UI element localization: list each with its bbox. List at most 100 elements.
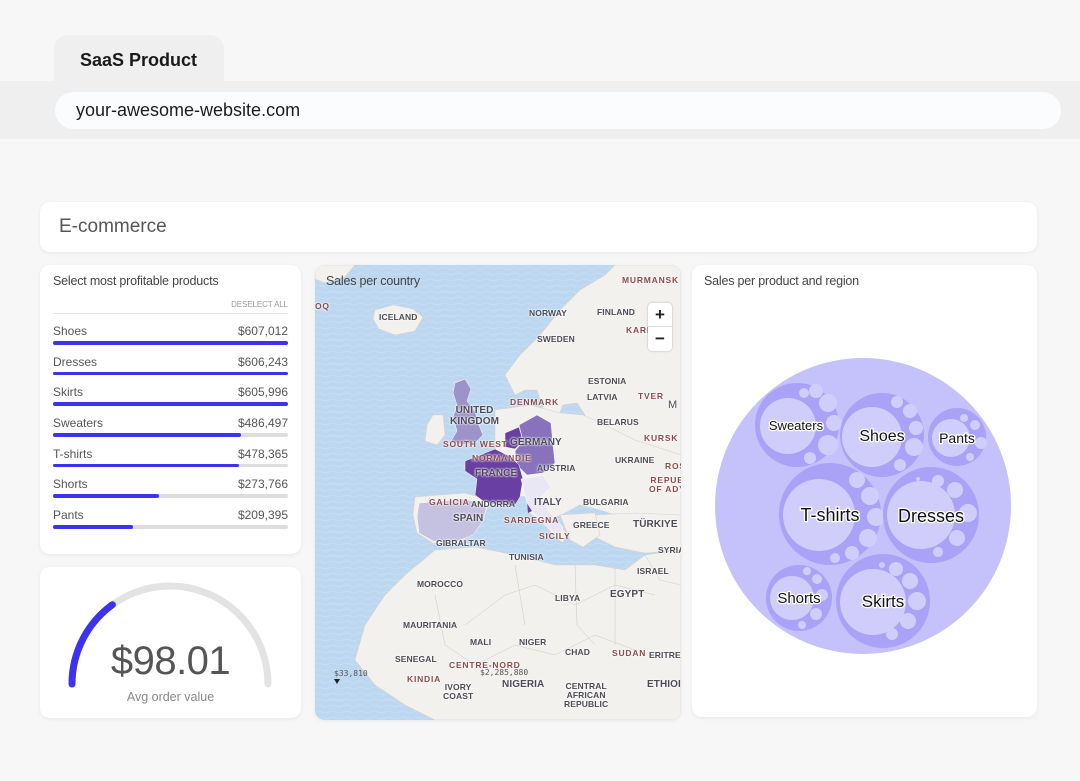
map-label: AUSTRIA — [537, 463, 576, 473]
map-label: BELARUS — [597, 417, 639, 427]
map-label: ERITREA — [649, 650, 681, 660]
bubble-chart-title: Sales per product and region — [704, 274, 859, 288]
legend-marker-icon — [334, 679, 340, 684]
map-label: SARDEGNA — [504, 515, 560, 525]
product-bar-track — [53, 371, 288, 376]
url-text: your-awesome-website.com — [76, 100, 301, 120]
bubble-label: Sweaters — [769, 418, 824, 433]
map-zoom-control: + − — [648, 303, 672, 351]
gauge-arc — [68, 582, 272, 688]
product-bar-track — [53, 341, 288, 345]
bubble-group-shorts[interactable]: Shorts — [766, 565, 832, 631]
map-label: SICILY — [539, 531, 571, 541]
product-bar-fill — [53, 525, 133, 529]
bubble-label: Dresses — [898, 506, 964, 526]
product-row-tshirts[interactable]: T-shirts $478,365 — [53, 447, 288, 478]
bubble-label: Shorts — [777, 590, 820, 607]
sales-map-panel[interactable]: Sales per country OQ ICELAND NORWAY SWED… — [315, 265, 681, 720]
product-row-skirts[interactable]: Skirts $605,996 — [53, 385, 288, 416]
map-label: SOUTH WEST — [443, 439, 508, 449]
country-italy[interactable] — [520, 474, 564, 538]
map-label: NORMANDIE — [472, 453, 532, 463]
bubble-chart-panel: Sales per product and region Sweaters Sh… — [692, 265, 1037, 717]
avg-order-gauge-panel: $98.01 Avg order value — [40, 567, 301, 718]
map-label: CENTRE-NORD — [449, 660, 521, 670]
bubble-group-skirts[interactable]: Skirts — [836, 554, 930, 648]
product-bar-fill — [53, 433, 241, 437]
map-label: SPAIN — [453, 513, 484, 524]
product-row-pants[interactable]: Pants $209,395 — [53, 508, 288, 539]
map-label: NIGER — [519, 637, 547, 647]
map-label: REPUB OF ADY — [649, 475, 681, 494]
map-label: LATVIA — [587, 392, 618, 402]
deselect-all-button[interactable]: DESELECT ALL — [53, 300, 288, 314]
products-panel: Select most profitable products DESELECT… — [40, 265, 301, 554]
legend-min-text: $33,810 — [334, 669, 368, 678]
map-label: SWEDEN — [537, 334, 575, 344]
map-label: FRANCE — [475, 468, 518, 479]
bubble-group-shoes[interactable]: Shoes — [840, 393, 924, 477]
map-label: IVORY COAST — [443, 682, 474, 701]
bubble-group-tshirts[interactable]: T-shirts — [779, 463, 885, 565]
map-label: CHAD — [565, 647, 590, 657]
browser-tab[interactable]: SaaS Product — [54, 35, 224, 85]
dashboard-header: E-commerce — [40, 202, 1037, 252]
map-label: GIBRALTAR — [436, 538, 486, 548]
choropleth-map[interactable] — [315, 265, 681, 720]
map-label: ROS — [665, 461, 681, 471]
map-label: NIGERIA — [502, 679, 545, 690]
map-label: TUNISIA — [509, 552, 544, 562]
deselect-all-label: DESELECT ALL — [231, 300, 288, 309]
bubble-label: Skirts — [862, 592, 905, 611]
map-label: BULGARIA — [583, 497, 629, 507]
bubble-group-pants[interactable]: Pants — [928, 408, 987, 466]
bubble-group-sweaters[interactable]: Sweaters — [755, 383, 842, 467]
dashboard-title: E-commerce — [59, 216, 167, 237]
zoom-in-button[interactable]: + — [648, 303, 672, 327]
product-row-shorts[interactable]: Shorts $273,766 — [53, 477, 288, 508]
legend-min-value: $33,810 — [334, 669, 368, 684]
map-label: FINLAND — [597, 307, 635, 317]
map-label: GREECE — [573, 520, 610, 530]
tab-title: SaaS Product — [80, 50, 198, 70]
map-label: NORWAY — [529, 308, 567, 318]
product-row-sweaters[interactable]: Sweaters $486,497 — [53, 416, 288, 447]
product-name: Shoes — [53, 324, 88, 338]
country-germany[interactable] — [514, 414, 556, 476]
product-bar-fill — [53, 371, 288, 376]
product-bar-fill — [53, 402, 288, 406]
product-row-dresses[interactable]: Dresses $606,243 — [53, 355, 288, 386]
product-bar-track — [53, 525, 288, 529]
map-label: CENTRAL AFRICAN REPUBLIC — [564, 681, 609, 709]
map-label: ESTONIA — [588, 376, 627, 386]
country-uk[interactable] — [450, 378, 484, 446]
url-input[interactable]: your-awesome-website.com — [55, 92, 1061, 129]
map-label: MALI — [470, 637, 492, 647]
product-name: Skirts — [53, 385, 83, 400]
zoom-out-button[interactable]: − — [655, 329, 665, 348]
map-label: M — [668, 399, 678, 411]
product-bar-track — [53, 433, 288, 437]
legend-max-value: $2,285,880 — [480, 668, 529, 677]
product-row-shoes[interactable]: Shoes $607,012 — [53, 324, 288, 355]
country-france[interactable] — [464, 448, 524, 506]
products-panel-title: Select most profitable products — [53, 274, 219, 288]
product-name: Shorts — [53, 477, 88, 492]
country-netherlands[interactable] — [504, 426, 524, 450]
product-value: $606,243 — [237, 354, 288, 369]
bubble-group-dresses[interactable]: Dresses — [883, 467, 979, 563]
map-label: EGYPT — [610, 589, 645, 600]
country-spain[interactable] — [416, 498, 488, 544]
product-bar-fill — [53, 494, 159, 498]
circle-packing-chart[interactable]: Sweaters Shoes Pants T-shirts — [692, 265, 1037, 717]
gauge-label: Avg order value — [126, 690, 215, 704]
product-value: $607,012 — [237, 324, 288, 338]
map-label: MAURITANIA — [403, 620, 458, 630]
map-label: TÜRKIYE — [633, 519, 678, 530]
product-value: $486,497 — [237, 416, 288, 431]
map-label: KINDIA — [407, 674, 442, 684]
map-label: ICELAND — [379, 312, 418, 322]
product-bar-track — [53, 402, 288, 406]
map-title: Sales per country — [326, 274, 420, 288]
map-label: TVER — [638, 391, 664, 401]
